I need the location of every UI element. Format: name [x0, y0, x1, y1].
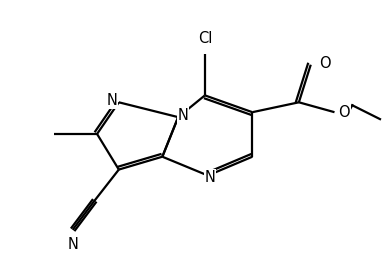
Text: O: O — [319, 56, 330, 71]
Text: Cl: Cl — [198, 31, 212, 46]
Text: N: N — [106, 93, 117, 108]
Text: N: N — [68, 237, 79, 252]
Text: N: N — [178, 108, 189, 123]
Text: O: O — [339, 105, 350, 120]
Text: N: N — [204, 170, 215, 185]
